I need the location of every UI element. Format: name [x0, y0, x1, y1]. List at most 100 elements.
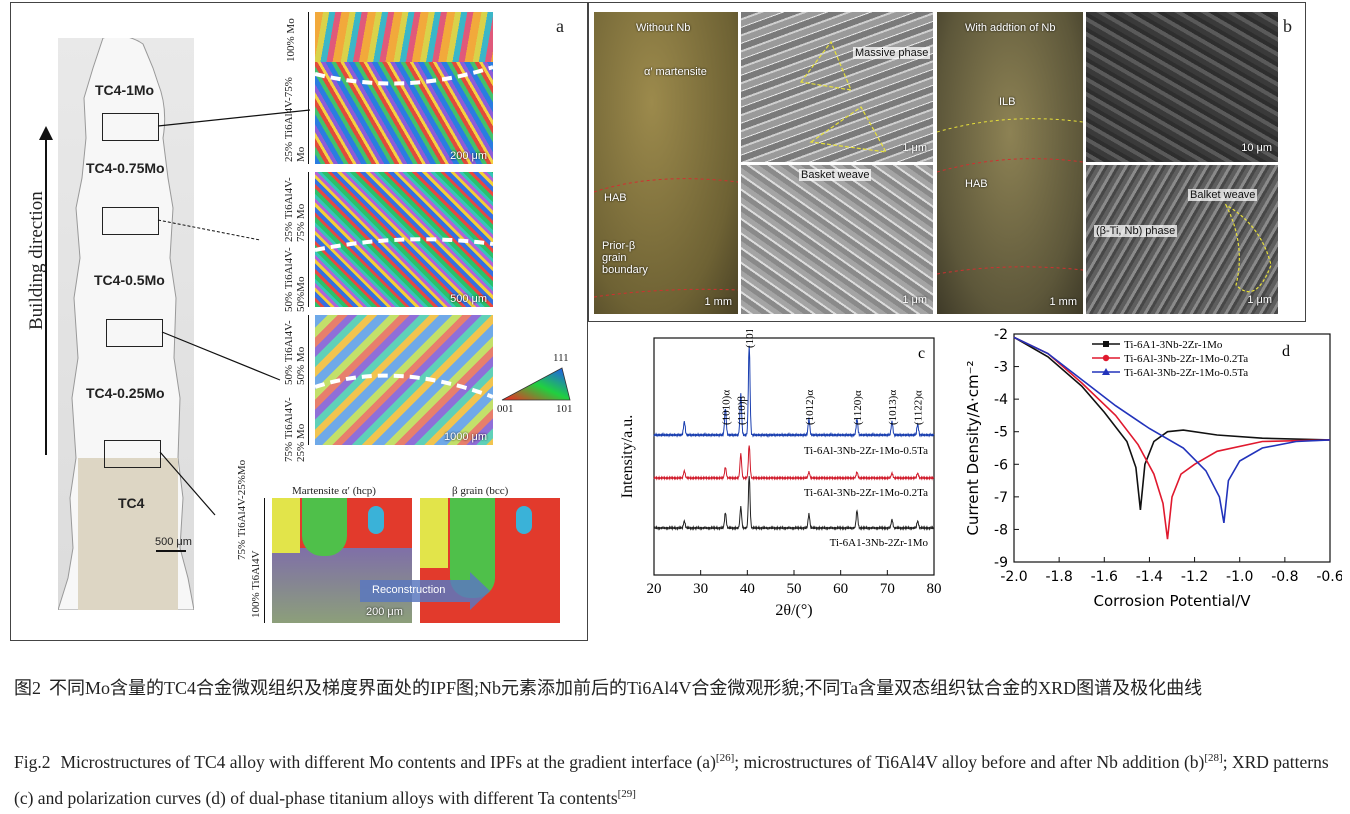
xrd-x-tick-label: 20	[647, 581, 662, 597]
xrd-series-line	[653, 476, 935, 531]
om-right-title: With addtion of Nb	[965, 22, 1056, 34]
sem-4-scale: 1 μm	[1247, 294, 1272, 306]
pol-y-tick-label: -7	[994, 490, 1008, 506]
ipf-key-101: 101	[556, 403, 573, 415]
ipf-key-111: 111	[553, 352, 569, 364]
sem-1-scale: 1 μm	[902, 142, 927, 154]
om-left-martensite: α′ martensite	[644, 66, 707, 78]
pol-x-tick-label: -1.6	[1091, 569, 1118, 585]
xrd-peak-label: (1122)α	[913, 390, 925, 425]
pol-legend-marker	[1102, 368, 1110, 375]
sem-2-label: Basket weave	[799, 169, 872, 181]
pol-legend-label: Ti-6Al-3Nb-2Zr-1Mo-0.2Ta	[1124, 353, 1248, 365]
sem-1-label: Massive phase	[853, 47, 931, 59]
xrd-x-tick-label: 60	[833, 581, 848, 597]
pol-panel-letter: d	[1282, 343, 1290, 360]
sample-label-05mo: TC4-0.5Mo	[94, 272, 165, 288]
reconstruction-arrowhead	[470, 572, 490, 610]
sample-label-tc4: TC4	[118, 495, 145, 511]
inset-map-right	[420, 498, 560, 623]
sem-massive-phase: Massive phase 1 μm	[741, 12, 933, 162]
xrd-x-tick-label: 80	[927, 581, 942, 597]
sample-label-075mo: TC4-0.75Mo	[86, 160, 165, 176]
sem-balket-weave: Balket weave (β-Ti, Nb) phase 1 μm	[1086, 165, 1278, 314]
pol-series-line	[1013, 336, 1331, 540]
pol-legend-marker	[1103, 341, 1109, 347]
pol-x-tick-label: -0.8	[1271, 569, 1298, 585]
xrd-series-label: Ti-6Al-3Nb-2Zr-1Mo-0.2Ta	[804, 487, 928, 499]
ipf-map-1: 200 μm	[315, 12, 493, 164]
inset-upper-side-label: 75% Ti6Al4V-25%Mo	[236, 459, 248, 560]
sample-label-1mo: TC4-1Mo	[95, 82, 155, 98]
xrd-series-label: Ti-6Al-3Nb-2Zr-1Mo-0.5Ta	[804, 445, 928, 457]
region-box-4	[104, 440, 161, 468]
om-left-hab: HAB	[604, 192, 627, 204]
ipf-1-bracket	[308, 12, 309, 164]
xrd-x-label: 2θ/(°)	[775, 602, 812, 619]
xrd-peak-label: (1120)α	[852, 390, 864, 425]
ipf-key-001: 001	[497, 403, 514, 415]
pol-x-tick-label: -1.2	[1181, 569, 1208, 585]
sem-with-nb-low: 10 μm	[1086, 12, 1278, 162]
pol-y-tick-label: -4	[994, 392, 1008, 408]
ipf-3-scale: 1000 μm	[443, 431, 487, 443]
sem-2-scale: 1 μm	[902, 294, 927, 306]
caption-ref-3: [29]	[617, 787, 636, 800]
xrd-series-label: Ti-6A1-3Nb-2Zr-1Mo	[830, 537, 929, 549]
xrd-series-line	[653, 345, 935, 438]
pol-x-tick-label: -1.4	[1136, 569, 1163, 585]
xrd-panel-letter: c	[918, 345, 925, 362]
inset-scale: 200 μm	[366, 606, 403, 618]
xrd-peak-label: (1011)α	[744, 330, 756, 348]
om-left-prior-beta: Prior-β grain boundary	[602, 240, 648, 276]
xrd-chart: c 20 30 40 50 60 70 80 2θ/(°) Intensity/a.u. Ti-6A…	[619, 330, 942, 619]
caption-en-label: Fig.2	[14, 751, 51, 772]
xrd-x-tick-label: 40	[740, 581, 755, 597]
panel-a-letter: a	[556, 16, 564, 36]
pol-plot-frame	[1013, 333, 1331, 563]
caption-cn-text: 不同Mo含量的TC4合金微观组织及梯度界面处的IPF图;Nb元素添加前后的Ti6…	[49, 678, 1203, 698]
sem-4-beta-phase: (β-Ti, Nb) phase	[1094, 225, 1178, 237]
sem-4-balket: Balket weave	[1188, 189, 1258, 201]
pol-y-tick-label: -5	[994, 425, 1008, 441]
ipf-3-top-label: 50% Ti6Al4V-50% Mo	[283, 320, 307, 385]
pol-x-label: Corrosion Potential/V	[1093, 592, 1251, 610]
xrd-x-tick-label: 70	[880, 581, 895, 597]
ipf-color-key	[501, 367, 571, 401]
ipf-3-bottom-label: 75% Ti6Al4V-25% Mo	[283, 397, 307, 462]
sample-scale-label: 500 μm	[155, 536, 192, 548]
ipf-1-bottom-label: 25% Ti6Al4V-75% Mo	[283, 77, 307, 162]
caption-ref-1: [26]	[715, 752, 735, 764]
pol-x-tick-label: -1.8	[1045, 569, 1072, 585]
caption-en-text-1: Microstructures of TC4 alloy with differ…	[60, 751, 716, 772]
xrd-peak-label: (110)β	[736, 396, 748, 425]
xrd-y-label: Intensity/a.u.	[619, 415, 636, 499]
caption-en-text-2: ; microstructures of Ti6Al4V alloy befor…	[734, 751, 1205, 772]
ipf-map-3: 1000 μm	[315, 315, 493, 445]
panel-b-letter: b	[1283, 16, 1292, 36]
ipf-2-scale: 500 μm	[450, 293, 487, 305]
om-without-nb: Without Nb α′ martensite HAB Prior-β gra…	[594, 12, 738, 314]
pol-y-tick-label: -8	[994, 522, 1008, 538]
inset-bracket	[264, 498, 265, 623]
reconstruction-label: Reconstruction	[372, 584, 446, 596]
pol-y-tick-label: -6	[994, 457, 1008, 473]
xrd-peak-label: (1013)α	[887, 390, 899, 425]
region-box-3	[106, 319, 163, 347]
building-direction-label: Building direction	[26, 191, 47, 330]
pol-y-tick-label: -2	[994, 327, 1008, 343]
region-box-2	[102, 207, 159, 235]
pol-x-tick-label: -2.0	[1000, 569, 1027, 585]
pol-series-line	[1013, 336, 1331, 524]
ipf-2-top-label: 25% Ti6Al4V-75% Mo	[283, 177, 307, 242]
pol-x-tick-label: -1.0	[1226, 569, 1253, 585]
om-left-scale: 1 mm	[704, 296, 733, 308]
pol-legend-marker	[1102, 354, 1110, 362]
inset-right-title: β grain (bcc)	[452, 485, 509, 497]
pol-y-tick-label: -3	[994, 360, 1008, 376]
pol-legend-label: Ti-6Al-3Nb-2Zr-1Mo-0.5Ta	[1124, 367, 1248, 379]
caption-en: Fig.2 Microstructures of TC4 alloy with d…	[14, 742, 1336, 814]
om-left-title: Without Nb	[636, 22, 691, 34]
sem-3-scale: 10 μm	[1241, 142, 1272, 154]
caption-cn-label: 图2	[14, 678, 41, 698]
